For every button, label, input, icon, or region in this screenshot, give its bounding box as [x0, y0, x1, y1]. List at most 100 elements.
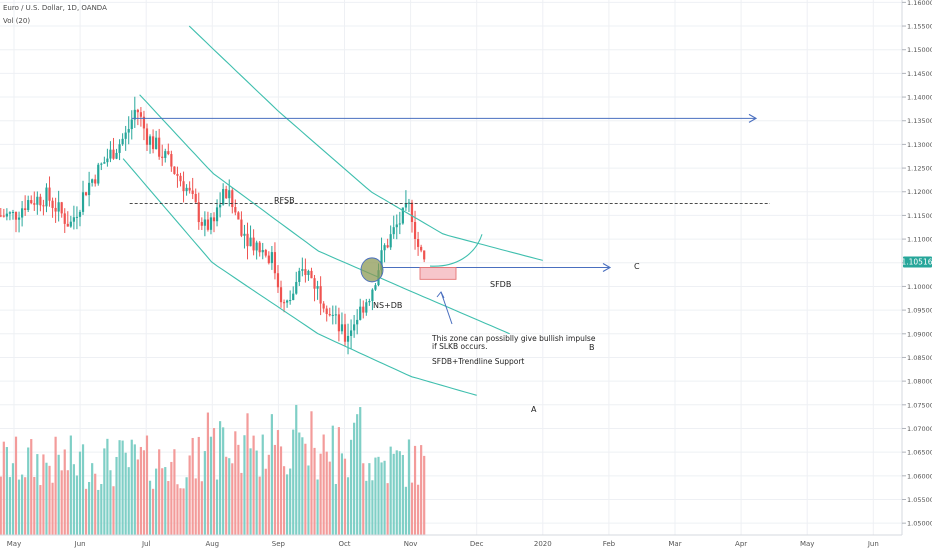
volume-bar: [228, 458, 231, 535]
candle-body: [17, 217, 21, 220]
curve-label-c: C: [634, 262, 640, 271]
trend-curve-a: [122, 158, 477, 396]
symbol-title: Euro / U.S. Dollar, 1D, OANDA: [3, 4, 107, 12]
time-tick-label: Mar: [668, 540, 681, 548]
price-tick-label: 1.06000: [907, 472, 932, 480]
volume-bar: [127, 467, 130, 535]
volume-bar: [194, 478, 197, 535]
candle-body: [228, 190, 231, 199]
price-tick-label: 1.09500: [907, 307, 932, 315]
volume-bar: [310, 411, 313, 535]
time-tick-label: Sep: [272, 540, 286, 548]
volume-bar: [60, 470, 63, 535]
candle-body: [261, 249, 264, 253]
candle-body: [295, 281, 298, 294]
candle-body: [407, 202, 411, 204]
time-tick-label: Feb: [603, 540, 616, 548]
volume-bar: [94, 473, 97, 535]
volume-bar: [279, 446, 283, 535]
volume-bar: [197, 436, 200, 535]
candle-body: [5, 213, 8, 217]
time-tick-label: Jun: [867, 540, 879, 548]
time-tick-label: 2020: [534, 540, 552, 548]
volume-bar: [337, 427, 340, 535]
volume-bar: [298, 432, 301, 535]
volume-bar: [142, 450, 146, 535]
candle-body: [255, 242, 258, 251]
price-tick-label: 1.11000: [907, 236, 932, 244]
volume-bar: [261, 434, 264, 535]
volume-bar: [118, 440, 121, 535]
time-tick-label: May: [7, 540, 21, 548]
volume-bar: [11, 463, 15, 535]
price-tick-label: 1.12000: [907, 188, 932, 196]
candle-body: [103, 162, 106, 164]
candle-body: [115, 152, 118, 159]
candle-body: [292, 293, 295, 301]
candle-body: [389, 234, 392, 248]
volume-bar: [286, 474, 289, 535]
price-tick-label: 1.11500: [907, 212, 932, 220]
annotation-sfdb: SFDB: [490, 280, 511, 289]
candle-body: [258, 242, 261, 253]
candle-body: [78, 211, 82, 217]
volume-bar: [410, 482, 414, 535]
candle-body: [273, 252, 277, 274]
volume-bar: [365, 480, 368, 535]
projected-impulse-curve: [429, 234, 483, 267]
candle-body: [94, 179, 97, 184]
price-tick-label: 1.05000: [907, 520, 932, 528]
candle-body: [316, 286, 319, 289]
volume-bar: [215, 479, 219, 535]
volume-bar: [179, 488, 182, 535]
candle-body: [337, 314, 340, 332]
candle-body: [130, 119, 133, 130]
candle-body: [179, 175, 182, 182]
candle-body: [91, 179, 94, 183]
volume-bar: [185, 477, 188, 535]
candle-body: [243, 233, 246, 236]
candle-body: [371, 289, 374, 301]
candle-body: [359, 306, 362, 320]
volume-bar: [331, 425, 334, 535]
volume-bar: [72, 464, 75, 535]
candle-body: [416, 239, 420, 247]
candle-body: [21, 208, 24, 218]
volume-bar: [176, 484, 179, 535]
time-tick-label: Dec: [470, 540, 484, 548]
candle-body: [191, 190, 194, 194]
price-tick-label: 1.05500: [907, 496, 932, 504]
volume-bar: [313, 447, 316, 535]
candle-body: [8, 212, 12, 214]
volume-bar: [139, 446, 142, 535]
volume-bar: [8, 477, 12, 535]
candle-body: [304, 269, 307, 275]
volume-bar: [267, 454, 270, 535]
candle-body: [383, 245, 386, 251]
volume-bar: [270, 414, 273, 535]
candle-body: [100, 163, 103, 165]
candle-body: [340, 324, 344, 332]
volume-bar: [209, 436, 213, 535]
time-tick-label: Nov: [404, 540, 418, 548]
volume-bar: [33, 477, 36, 535]
price-tick-label: 1.12500: [907, 165, 932, 173]
volume-bar: [222, 427, 225, 535]
time-tick-label: Aug: [205, 540, 219, 548]
candle-body: [240, 219, 243, 236]
candle-body: [167, 151, 170, 155]
candle-body: [145, 128, 149, 145]
volume-bar: [258, 476, 261, 535]
candle-body: [249, 237, 252, 247]
volume-bar: [246, 413, 249, 535]
candle-body: [380, 250, 383, 271]
volume-bar: [133, 444, 136, 535]
curve-label-b: B: [589, 343, 595, 352]
candle-body: [69, 221, 72, 227]
volume-bar: [112, 486, 115, 535]
candle-body: [148, 136, 152, 145]
candle-body: [374, 285, 377, 290]
price-tick-label: 1.13000: [907, 141, 932, 149]
candle-body: [39, 196, 42, 206]
